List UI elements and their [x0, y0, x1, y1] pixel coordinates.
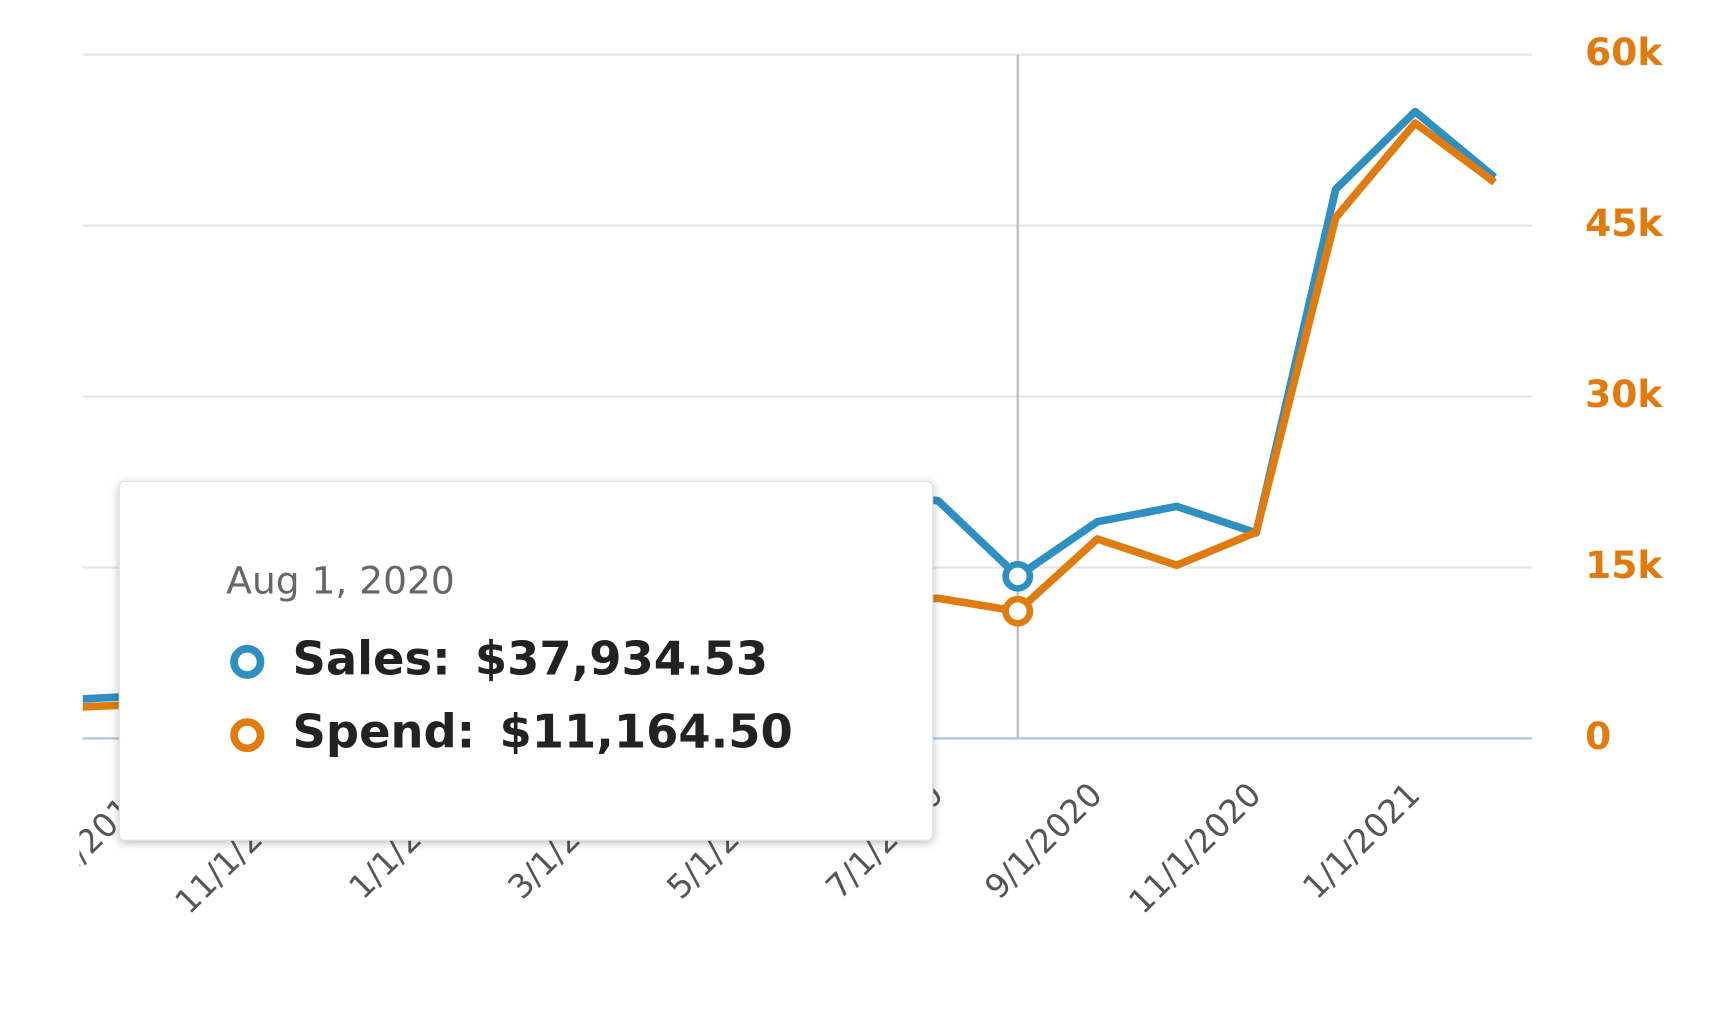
- tooltip-title: Aug 1, 2020: [226, 559, 454, 603]
- tooltip-label: Spend:: [293, 705, 476, 759]
- tooltip-marker: [230, 644, 265, 679]
- y2-tick-label: 60k: [1585, 30, 1663, 74]
- x-tick-label: 11/1/2020: [1121, 775, 1269, 921]
- x-tick-label: 1/1/2021: [1295, 775, 1428, 907]
- y2-tick-label: 0: [1585, 714, 1611, 758]
- y2-tick-label: 45k: [1585, 201, 1663, 245]
- highlight-point: [1002, 595, 1034, 627]
- tooltip-value: $11,164.50: [500, 705, 793, 759]
- tooltip-value: $37,934.53: [475, 632, 768, 686]
- tooltip-label: Sales:: [293, 632, 451, 686]
- highlight-point: [1002, 561, 1034, 592]
- tooltip-box: [118, 480, 934, 841]
- x-tick-label: 9/1/2020: [977, 775, 1110, 907]
- tooltip: Aug 1, 2020 Sales: $37,934.53 Spend: $11,16…: [118, 480, 934, 841]
- tooltip-marker: [230, 718, 265, 753]
- y2-tick-label: 30k: [1585, 372, 1663, 416]
- y2-tick-label: 15k: [1585, 543, 1663, 587]
